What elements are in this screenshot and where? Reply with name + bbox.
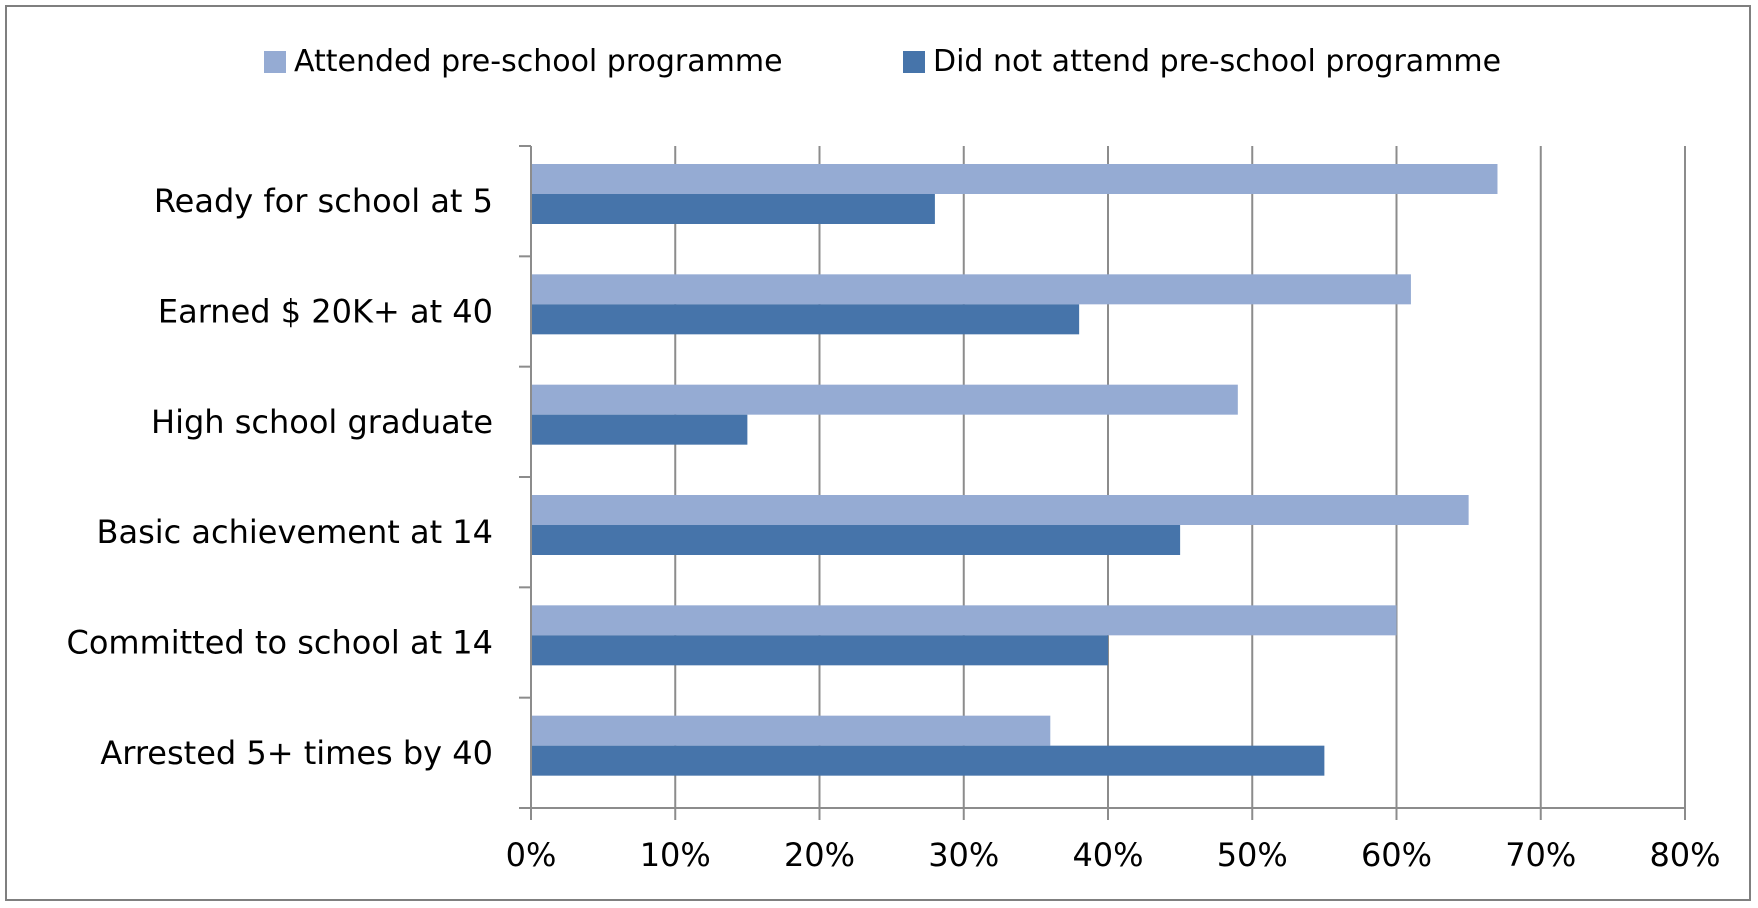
- legend-item-not-attended: Did not attend pre-school programme: [903, 44, 1501, 79]
- bar-not-attended-5: [532, 745, 1325, 776]
- category-label-2: High school graduate: [151, 403, 493, 441]
- category-label-3: Basic achievement at 14: [97, 513, 493, 551]
- legend-item-attended: Attended pre-school programme: [264, 44, 783, 79]
- bar-not-attended-0: [532, 194, 935, 224]
- x-tick-label-10: 10%: [640, 836, 711, 874]
- x-tick-label-50: 50%: [1217, 836, 1288, 874]
- bar-not-attended-3: [532, 525, 1181, 555]
- x-tick-label-70: 70%: [1505, 836, 1576, 874]
- x-tick-label-80: 80%: [1649, 836, 1720, 874]
- legend-swatch-attended: [264, 50, 286, 73]
- category-label-0: Ready for school at 5: [154, 182, 493, 220]
- bar-attended-5: [532, 715, 1051, 746]
- x-tick-label-40: 40%: [1072, 836, 1143, 874]
- bar-attended-1: [532, 274, 1411, 305]
- bar-not-attended-4: [532, 635, 1108, 666]
- x-tick-label-0: 0%: [506, 836, 557, 874]
- x-tick-label-30: 30%: [928, 836, 999, 874]
- legend: Attended pre-school programme Did not at…: [0, 44, 1758, 84]
- bar-attended-0: [532, 164, 1498, 194]
- category-label-5: Arrested 5+ times by 40: [100, 734, 493, 772]
- legend-label-attended: Attended pre-school programme: [294, 44, 783, 79]
- category-label-4: Committed to school at 14: [66, 624, 493, 662]
- bar-not-attended-2: [532, 414, 748, 445]
- legend-label-not-attended: Did not attend pre-school programme: [933, 44, 1502, 79]
- bar-attended-4: [532, 605, 1397, 636]
- category-label-1: Earned $ 20K+ at 40: [158, 293, 493, 331]
- legend-swatch-not-attended: [903, 50, 925, 73]
- bar-attended-2: [532, 384, 1238, 415]
- x-tick-label-60: 60%: [1361, 836, 1432, 874]
- bar-not-attended-1: [532, 304, 1080, 335]
- x-tick-label-20: 20%: [784, 836, 855, 874]
- bar-attended-3: [532, 495, 1469, 525]
